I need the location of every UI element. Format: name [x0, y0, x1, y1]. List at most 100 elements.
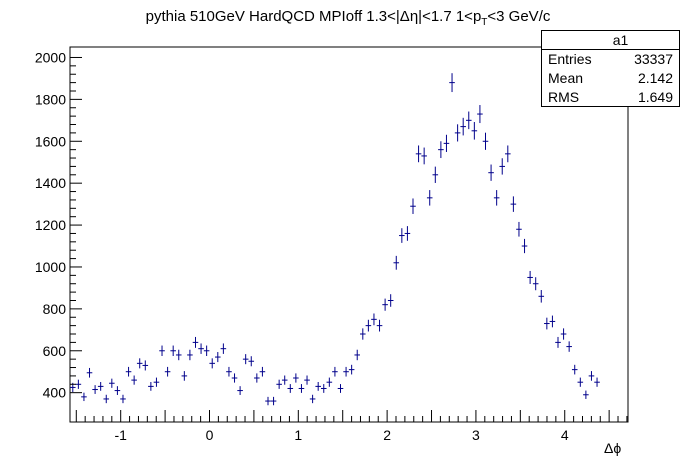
data-point [465, 111, 472, 130]
data-point [198, 343, 204, 354]
data-point [454, 124, 461, 142]
x-tick-label: -1 [114, 427, 127, 443]
stats-rms-value: 1.649 [637, 89, 673, 105]
data-point [148, 381, 154, 391]
data-point [226, 366, 232, 377]
data-point [493, 190, 500, 206]
data-point [460, 117, 466, 136]
data-point [399, 228, 405, 243]
data-point [382, 298, 388, 311]
data-point [270, 396, 277, 406]
data-point [164, 366, 171, 377]
data-point [242, 354, 249, 365]
data-point [254, 373, 260, 383]
x-tick-label: 4 [561, 427, 569, 443]
data-point [337, 384, 344, 393]
data-point [516, 221, 522, 237]
data-point [577, 377, 584, 387]
data-point [215, 352, 221, 363]
data-point [276, 379, 282, 389]
stats-entries-value: 33337 [634, 51, 673, 67]
data-point [309, 394, 316, 404]
data-point [81, 392, 87, 402]
data-point [109, 378, 115, 388]
data-point [510, 196, 517, 212]
data-point [315, 381, 321, 391]
data-point [131, 375, 137, 385]
data-point [499, 158, 506, 175]
y-tick-label: 1800 [35, 91, 66, 107]
stats-entries-row: Entries 33337 [542, 50, 679, 69]
data-point [426, 190, 433, 206]
data-point [181, 371, 188, 381]
data-point [438, 141, 444, 159]
y-tick-label: 2000 [35, 49, 66, 65]
data-point [320, 384, 327, 393]
stats-entries-label: Entries [548, 51, 592, 67]
data-point [443, 134, 450, 152]
data-point [571, 364, 578, 375]
data-point [142, 360, 149, 371]
data-point [114, 386, 121, 395]
data-point [332, 366, 338, 377]
data-point [354, 349, 361, 361]
stats-rms-label: RMS [548, 89, 580, 105]
data-point [588, 371, 595, 381]
data-point [120, 394, 126, 404]
data-point [125, 366, 132, 377]
data-point [97, 381, 104, 391]
data-point [343, 366, 349, 377]
data-point [103, 394, 110, 404]
data-point [544, 317, 550, 330]
y-tick-label: 1200 [35, 217, 66, 233]
data-point [477, 105, 483, 124]
x-axis-label: Δϕ [604, 440, 622, 456]
y-tick-label: 1600 [35, 133, 66, 149]
data-point [404, 226, 411, 241]
x-tick-label: 0 [206, 427, 214, 443]
data-point [360, 328, 366, 340]
stats-box: a1 Entries 33337 Mean 2.142 RMS 1.649 [541, 30, 680, 107]
data-point [203, 345, 210, 357]
data-point [555, 336, 561, 348]
data-point [471, 122, 478, 140]
data-point [326, 377, 333, 387]
data-point [209, 358, 216, 369]
y-tick-label: 800 [43, 301, 67, 317]
data-point [393, 255, 400, 270]
data-point [505, 145, 511, 163]
data-point [293, 373, 299, 383]
x-tick-label: 3 [472, 427, 480, 443]
data-point [136, 358, 143, 369]
data-point [304, 375, 310, 385]
data-point [86, 367, 93, 378]
data-point [566, 341, 572, 352]
y-tick-label: 1400 [35, 175, 66, 191]
data-point [521, 238, 528, 254]
data-point [92, 385, 98, 394]
data-marks [70, 73, 600, 406]
data-point [594, 377, 600, 387]
data-point [175, 349, 182, 361]
x-tick-label: 2 [383, 427, 391, 443]
data-point [432, 166, 439, 183]
data-point [560, 328, 567, 340]
stats-rms-row: RMS 1.649 [542, 88, 679, 107]
y-tick-label: 600 [43, 343, 67, 359]
data-point [583, 390, 589, 399]
data-point [187, 349, 193, 361]
stats-mean-label: Mean [548, 70, 584, 86]
x-tick-label: 1 [294, 427, 302, 443]
data-point [488, 164, 494, 181]
data-point [415, 145, 422, 163]
data-point [287, 384, 294, 393]
y-tick-label: 1000 [35, 259, 66, 275]
data-point [449, 73, 455, 93]
data-point [365, 319, 372, 332]
axes: 400 600 800 1000 1200 1400 1600 1800 2000 -1 0 1 2 3 4 [35, 49, 628, 443]
data-point [376, 319, 383, 332]
stats-mean-row: Mean 2.142 [542, 69, 679, 88]
data-point [527, 270, 533, 284]
data-point [259, 366, 266, 377]
